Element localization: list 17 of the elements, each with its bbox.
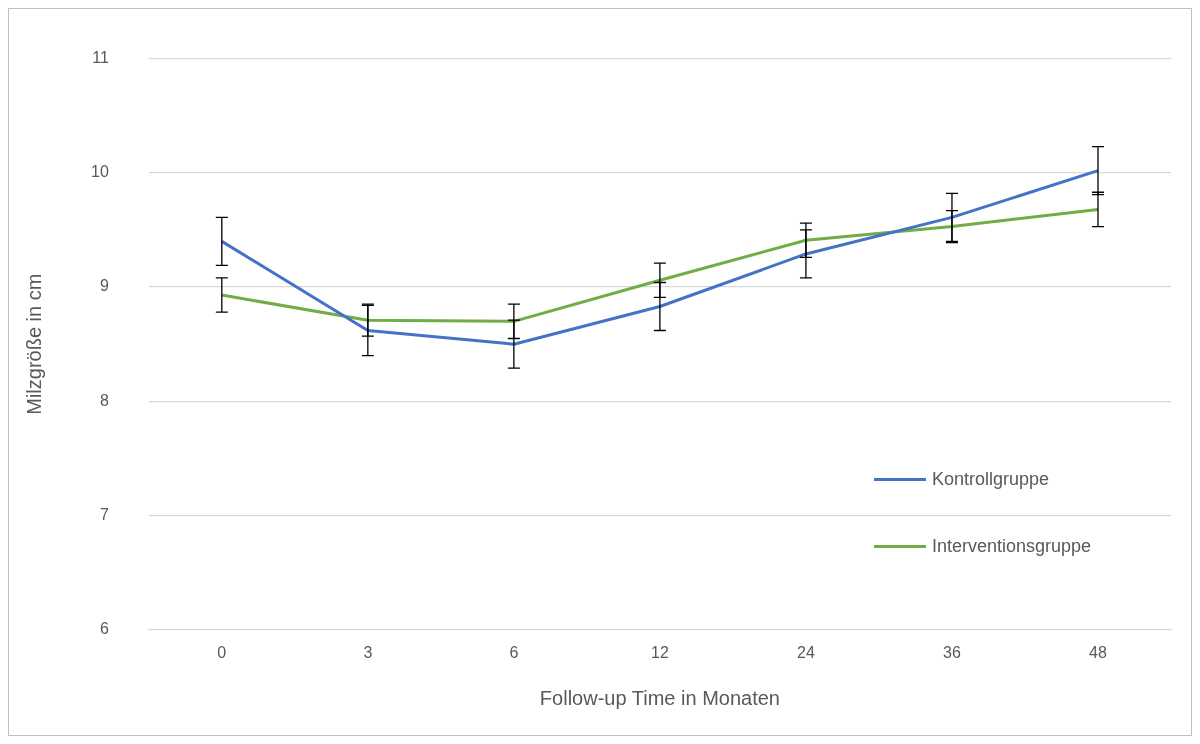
y-tick-label: 6 [99, 620, 109, 638]
x-tick-label: 24 [797, 643, 815, 661]
x-axis-title: Follow-up Time in Monaten [539, 686, 780, 709]
x-tick-label: 6 [509, 643, 519, 661]
legend-label: Kontrollgruppe [931, 469, 1049, 490]
y-tick-label: 11 [92, 49, 109, 67]
x-tick-label: 12 [651, 643, 669, 661]
x-tick-label: 48 [1089, 643, 1107, 661]
x-tick-label: 0 [217, 643, 227, 661]
y-axis-title: Milzgröße in cm [22, 273, 45, 415]
y-tick-label: 8 [99, 391, 109, 409]
x-tick-label: 36 [943, 643, 961, 661]
y-tick-label: 7 [99, 505, 109, 523]
y-tick-label: 10 [91, 163, 109, 181]
legend-label: Interventionsgruppe [931, 536, 1091, 557]
x-tick-label: 3 [363, 643, 373, 661]
y-tick-label: 9 [99, 277, 109, 295]
